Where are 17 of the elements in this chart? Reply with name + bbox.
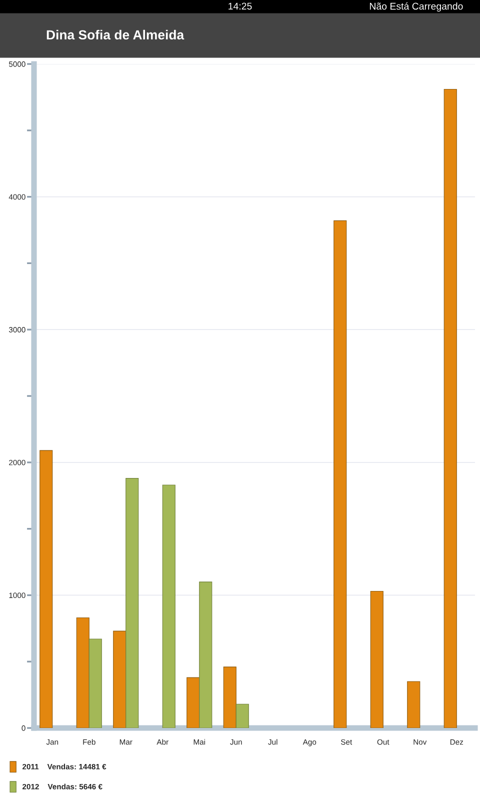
bar xyxy=(113,630,126,728)
bar xyxy=(162,484,176,728)
bar xyxy=(334,220,347,728)
bar xyxy=(223,666,236,728)
bar xyxy=(76,617,90,728)
bar xyxy=(88,638,102,728)
bar xyxy=(126,478,139,728)
chart-title: Dina Sofia de Almeida xyxy=(46,30,184,40)
bar xyxy=(40,450,53,728)
bar xyxy=(444,88,457,728)
bar xyxy=(199,582,212,728)
bar xyxy=(186,677,200,728)
bar xyxy=(236,704,249,728)
bar xyxy=(370,590,384,728)
text: 14:25 xyxy=(228,2,252,10)
bar xyxy=(407,681,420,728)
text: Não Está Carregando xyxy=(370,2,463,12)
